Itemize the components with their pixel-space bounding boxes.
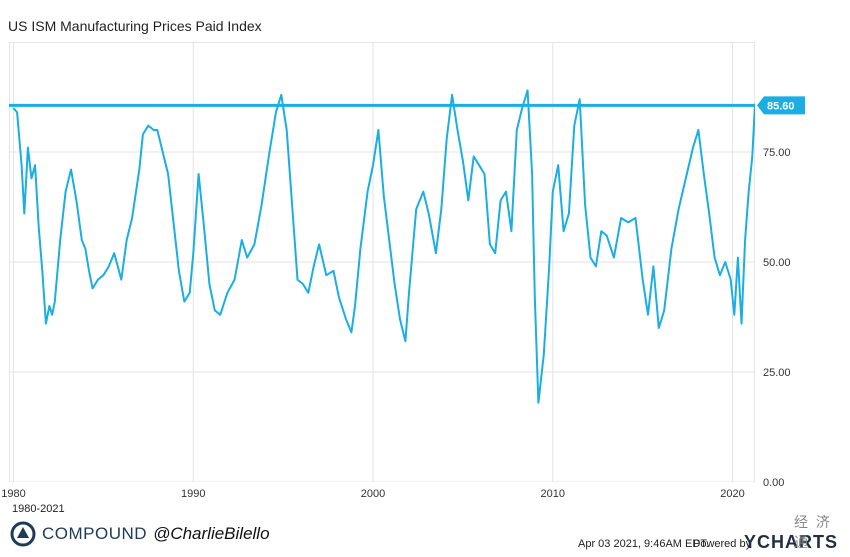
brand-handle: @CharlieBilello <box>153 524 270 543</box>
footer-powered: Powered by <box>693 538 752 550</box>
compound-logo-icon <box>10 521 36 547</box>
chart-svg <box>0 41 756 483</box>
grid <box>9 42 755 483</box>
current-value-badge <box>757 96 805 115</box>
ycharts-logo: YCHARTS <box>744 532 839 552</box>
x-tick-label: 1980 <box>1 488 25 500</box>
series-line <box>12 89 756 404</box>
brand-block: COMPOUND @CharlieBilello <box>10 520 270 548</box>
y-tick-label: 25.00 <box>763 367 791 379</box>
date-range-label: 1980-2021 <box>12 503 65 515</box>
y-tick-label: 75.00 <box>763 147 791 159</box>
x-tick-label: 2020 <box>720 488 744 500</box>
x-tick-label: 2000 <box>361 488 385 500</box>
chart-area <box>0 41 756 483</box>
watermark: 经 济 通 <box>794 514 832 550</box>
chart-title: US ISM Manufacturing Prices Paid Index <box>8 18 262 34</box>
footer-date: Apr 03 2021, 9:46AM EDT. <box>578 538 709 550</box>
y-tick-label: 0.00 <box>763 477 784 489</box>
y-tick-label: 50.00 <box>763 257 791 269</box>
x-tick-label: 2010 <box>541 488 565 500</box>
current-value-label: 85.60 <box>767 100 795 112</box>
x-tick-label: 1990 <box>181 488 205 500</box>
brand-name: COMPOUND <box>42 524 148 543</box>
